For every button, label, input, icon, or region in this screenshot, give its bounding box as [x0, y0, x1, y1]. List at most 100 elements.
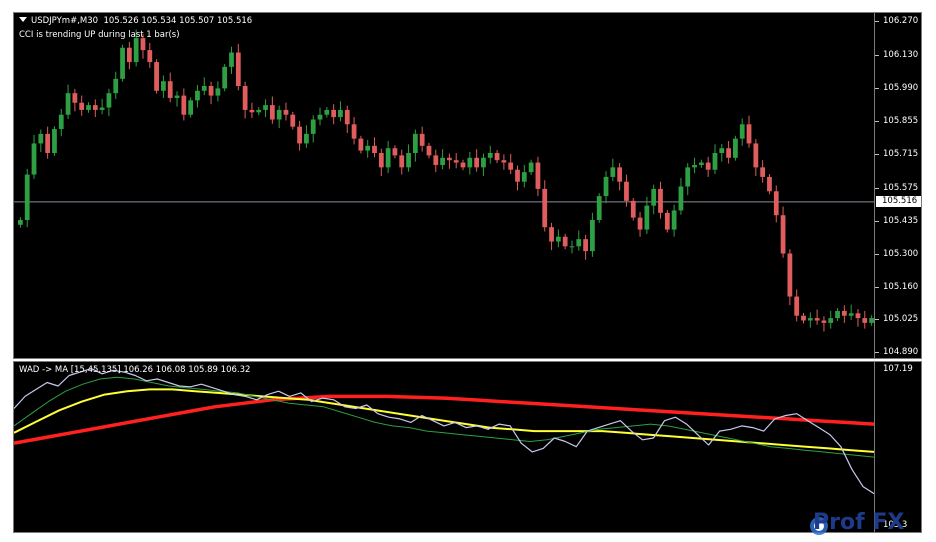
candle-body [678, 186, 684, 211]
candle-body [99, 107, 105, 110]
candle-body [208, 86, 214, 96]
candle-body [406, 153, 411, 168]
candle-body [624, 181, 629, 201]
candle-body [167, 81, 173, 98]
candle-body [733, 138, 738, 158]
candle-body [821, 320, 827, 323]
price-chart-svg [14, 29, 874, 332]
price-tick-mark [875, 253, 879, 255]
price-tick-label: 105.160 [883, 282, 919, 292]
candle-body [310, 119, 316, 134]
price-tick-label: 105.300 [883, 248, 919, 259]
candle-body [140, 38, 146, 51]
candle-body [855, 313, 861, 319]
candle-body [487, 153, 493, 158]
candle-body [542, 188, 548, 228]
symbol-name: USDJPYm#,M30 [31, 16, 99, 26]
candle-body [651, 188, 657, 206]
series-line-wad [14, 367, 874, 495]
candle-body [515, 169, 520, 182]
indicator-axis[interactable]: 107.19 105.3 [875, 361, 922, 533]
candle-body [38, 133, 44, 144]
current-price-label: 105.516 [876, 195, 921, 207]
candle-body [746, 124, 752, 144]
candle-body [787, 253, 793, 297]
candle-body [304, 133, 309, 144]
candle-body [317, 114, 323, 120]
candle-body [828, 318, 834, 323]
candle-body [590, 220, 595, 252]
candle-body [161, 81, 166, 91]
indicator-axis-bottom: 105.3 [883, 520, 908, 530]
price-tick-mark [875, 88, 879, 90]
candle-body [569, 246, 575, 248]
candle-body [358, 138, 364, 151]
candle-body [269, 105, 275, 120]
candle-body [603, 176, 609, 197]
candle-body [685, 167, 691, 187]
candle-body [338, 109, 343, 118]
candle-body [848, 313, 854, 316]
candle-body [195, 90, 200, 101]
candle-body [583, 239, 588, 252]
candle-body [794, 296, 800, 316]
indicator-window[interactable]: WAD -> MA [15,45,135] 106.26 106.08 105.… [13, 361, 875, 533]
candle-body [773, 191, 779, 216]
candle-body [780, 215, 786, 254]
candle-body [447, 157, 452, 161]
candle-body [719, 148, 725, 153]
candle-body [814, 318, 820, 321]
dropdown-triangle-icon[interactable] [19, 17, 27, 22]
candle-body [365, 145, 371, 151]
cci-status-text: CCI is trending UP during last 1 bar(s) [19, 30, 180, 40]
candle-body [372, 145, 377, 153]
candle-body [86, 105, 91, 110]
candle-body [494, 153, 500, 161]
candle-body [378, 153, 384, 168]
candle-body [862, 318, 868, 323]
candle-body [147, 50, 153, 63]
candle-body [712, 153, 718, 170]
candle-body [508, 162, 514, 170]
candle-body [453, 160, 459, 163]
price-tick-mark [875, 287, 879, 288]
price-tick-label: 105.990 [883, 83, 919, 94]
candle-body [215, 88, 221, 96]
price-axis[interactable]: 106.270 106.130 105.990 105.855 105.715 105.5… [875, 12, 922, 359]
candle-body [290, 114, 296, 127]
candle-body [65, 93, 71, 115]
series-line-ma-135 [14, 394, 874, 445]
candle-body [344, 109, 350, 125]
candle-body [412, 133, 418, 153]
price-tick-label: 104.890 [883, 346, 919, 357]
candle-body [521, 172, 527, 182]
price-tick-mark [875, 319, 879, 321]
price-tick-label: 105.715 [883, 149, 919, 160]
candle-body [256, 109, 262, 113]
price-tick-label: 105.575 [883, 182, 919, 193]
candle-body [869, 318, 874, 323]
candle-body [637, 217, 643, 230]
candle-body [474, 157, 480, 168]
series-line-ma-15 [14, 376, 874, 458]
candle-body [664, 212, 670, 230]
candle-body [126, 47, 132, 63]
candle-body [610, 167, 616, 177]
price-tick-label: 106.270 [883, 16, 919, 27]
candle-body [467, 157, 473, 168]
price-chart[interactable]: USDJPYm#,M30 105.526 105.534 105.507 105… [13, 12, 875, 359]
candle-body [698, 162, 704, 165]
candle-body [351, 124, 357, 139]
candle-body [174, 95, 180, 98]
candle-body [767, 176, 772, 192]
candle-body [692, 164, 697, 168]
candle-body [392, 148, 398, 156]
indicator-label: WAD -> MA [15,45,135] 106.26 106.08 105.… [19, 365, 251, 375]
candle-body [249, 109, 255, 113]
candle-body [753, 143, 759, 168]
candle-body [201, 86, 207, 91]
candle-body [658, 188, 663, 213]
price-tick-label: 105.855 [883, 115, 919, 126]
series-line-ma-45 [14, 388, 874, 453]
candle-body [18, 220, 23, 225]
